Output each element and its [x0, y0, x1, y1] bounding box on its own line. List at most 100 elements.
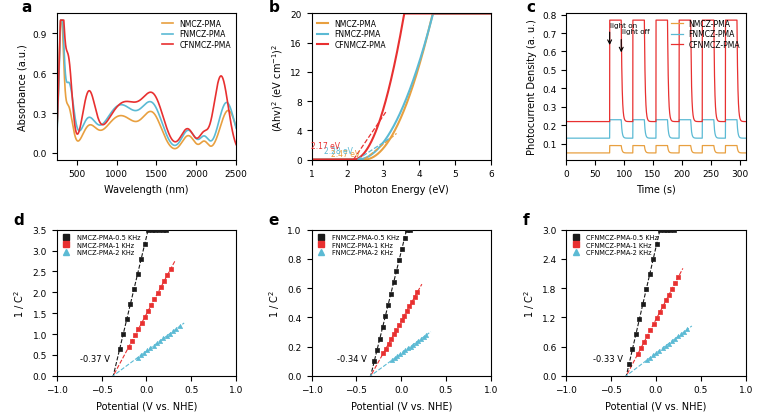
Point — [666, 286, 678, 292]
Text: e: e — [269, 212, 279, 227]
Text: f: f — [523, 212, 530, 227]
Point — [397, 349, 409, 356]
Point — [404, 227, 416, 233]
Point — [385, 291, 397, 297]
Point — [374, 335, 386, 342]
Legend: CFNMCZ-PMA-0.5 KHz, CFNMCZ-PMA-1 KHz, CFNMCZ-PMA-2 KHz: CFNMCZ-PMA-0.5 KHz, CFNMCZ-PMA-1 KHz, CF… — [569, 233, 659, 257]
Point — [132, 271, 144, 278]
Point — [647, 352, 659, 359]
Text: a: a — [21, 0, 31, 14]
Point — [391, 268, 403, 275]
Point — [151, 340, 163, 347]
Text: -0.37 V: -0.37 V — [79, 354, 110, 363]
Point — [641, 333, 653, 339]
Point — [665, 338, 678, 345]
X-axis label: Photon Energy (eV): Photon Energy (eV) — [354, 184, 449, 195]
Point — [654, 227, 666, 233]
Point — [393, 322, 405, 329]
Text: -0.33 V: -0.33 V — [593, 354, 623, 363]
Point — [141, 347, 153, 354]
Point — [148, 342, 160, 349]
Point — [675, 331, 687, 337]
Point — [654, 309, 666, 316]
Point — [418, 334, 430, 340]
Point — [155, 284, 167, 291]
Point — [124, 301, 136, 308]
Point — [164, 330, 176, 337]
Point — [157, 227, 169, 233]
Point — [409, 294, 421, 301]
Point — [401, 227, 413, 233]
Point — [385, 336, 397, 343]
Text: 2.47 eV: 2.47 eV — [331, 149, 360, 158]
Point — [377, 350, 389, 357]
Point — [661, 227, 673, 233]
Y-axis label: 1 / C$^2$: 1 / C$^2$ — [267, 289, 282, 317]
Point — [145, 302, 157, 309]
Point — [382, 341, 394, 347]
Point — [154, 338, 167, 344]
Point — [413, 337, 425, 344]
Point — [142, 308, 154, 315]
Point — [173, 323, 185, 330]
X-axis label: Time (s): Time (s) — [636, 184, 676, 195]
Point — [681, 326, 693, 333]
Point — [157, 335, 170, 342]
Point — [640, 286, 653, 293]
Y-axis label: 1 / C$^2$: 1 / C$^2$ — [12, 289, 27, 317]
Point — [393, 257, 405, 263]
Point — [415, 336, 427, 342]
Point — [117, 331, 129, 338]
Point — [404, 343, 416, 350]
Point — [135, 256, 147, 263]
Point — [139, 241, 151, 248]
Text: light on: light on — [610, 22, 637, 28]
Point — [402, 345, 414, 352]
Point — [132, 354, 144, 361]
Point — [647, 256, 659, 263]
Text: 2.17 eV: 2.17 eV — [311, 142, 340, 151]
Point — [669, 336, 681, 342]
Point — [650, 350, 662, 356]
Point — [659, 343, 671, 349]
Y-axis label: 1 / C$^2$: 1 / C$^2$ — [522, 289, 537, 317]
Y-axis label: Absorbance (a.u.): Absorbance (a.u.) — [17, 44, 27, 131]
Point — [161, 272, 173, 279]
Point — [128, 286, 140, 293]
Point — [653, 347, 665, 354]
Point — [382, 302, 394, 309]
Point — [644, 354, 656, 361]
Point — [399, 347, 411, 354]
Point — [164, 266, 176, 273]
Point — [672, 274, 684, 280]
Point — [146, 227, 158, 233]
Point — [669, 280, 681, 287]
X-axis label: Potential (V vs. NHE): Potential (V vs. NHE) — [96, 400, 197, 410]
Point — [406, 299, 418, 305]
Point — [376, 324, 388, 331]
X-axis label: Potential (V vs. NHE): Potential (V vs. NHE) — [606, 400, 706, 410]
Point — [388, 331, 400, 338]
Point — [411, 289, 423, 296]
Point — [410, 339, 422, 346]
Point — [658, 227, 670, 233]
Point — [623, 361, 635, 368]
Point — [380, 345, 392, 352]
Text: b: b — [269, 0, 279, 14]
Text: c: c — [527, 0, 536, 14]
Point — [389, 355, 401, 361]
Point — [627, 346, 639, 353]
Legend: NMCZ-PMA, FNMCZ-PMA, CFNMCZ-PMA: NMCZ-PMA, FNMCZ-PMA, CFNMCZ-PMA — [316, 18, 388, 51]
Point — [386, 357, 398, 363]
Y-axis label: (Ahv)$^2$ (eV cm$^{-1}$)$^2$: (Ahv)$^2$ (eV cm$^{-1}$)$^2$ — [270, 43, 285, 131]
Point — [132, 326, 145, 333]
Text: light off: light off — [621, 29, 650, 35]
Point — [668, 227, 680, 233]
Point — [138, 350, 150, 356]
Point — [665, 227, 677, 233]
Point — [158, 278, 170, 285]
Point — [643, 271, 656, 278]
Legend: NMCZ-PMA-0.5 KHz, NMCZ-PMA-1 KHz, NMCZ-PMA-2 KHz: NMCZ-PMA-0.5 KHz, NMCZ-PMA-1 KHz, NMCZ-P… — [60, 233, 142, 257]
Point — [398, 313, 410, 319]
Point — [167, 328, 179, 335]
